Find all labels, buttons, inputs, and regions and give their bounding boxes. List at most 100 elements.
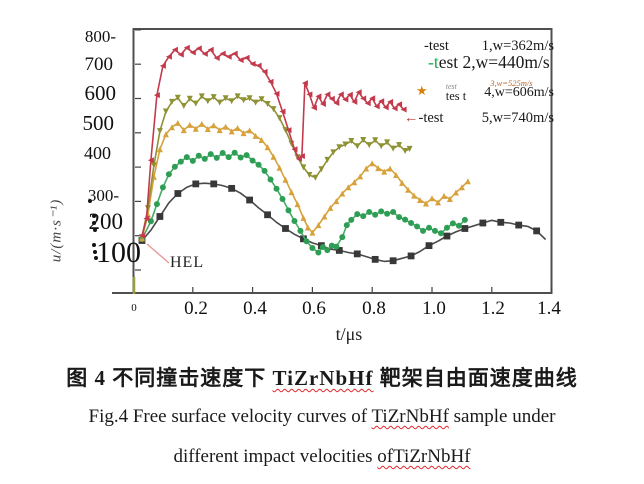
marker-test-5 [285,127,292,134]
caption-en2-keyword: ofTiZrNbHf [377,446,471,467]
marker-test-5 [243,54,250,61]
marker-test-4 [240,97,247,104]
marker-test-3 [387,165,394,172]
marker-test-3 [300,214,307,221]
marker-test-1 [300,235,307,243]
marker-test-4 [312,174,319,181]
marker-test-5 [396,101,403,108]
marker-test-5 [337,91,344,98]
marker-test-2 [207,151,214,158]
marker-test-3 [309,229,316,236]
marker-test-4 [402,148,409,154]
marker-test-2 [449,220,456,227]
marker-test-2 [354,211,361,218]
x-tick-label-0.4: 0.4 [243,298,267,319]
marker-test-4 [390,145,397,152]
marker-test-4 [330,149,337,156]
legend-test-4-label-ghost: test [445,82,457,91]
marker-test-3 [204,126,211,132]
marker-test-5 [183,44,190,51]
x-tick-label-1.4: 1.4 [537,298,561,319]
marker-test-3 [198,120,205,127]
marker-test-2 [372,211,379,218]
marker-test-3 [458,184,465,191]
legend-test-5-label-text: -test [418,110,444,126]
marker-test-2 [153,201,160,208]
marker-test-5 [279,108,286,115]
marker-test-4 [186,95,193,102]
marker-test-1 [282,225,289,232]
marker-test-5 [319,101,326,107]
marker-test-3 [411,192,418,199]
marker-test-3 [162,131,169,138]
marker-test-2 [267,176,274,183]
marker-test-2 [414,223,421,230]
caption-en1-keyword: TiZrNbHf [371,406,449,427]
marker-test-5 [378,98,385,105]
marker-test-3 [156,146,163,153]
y-tick-label-400: 400 [84,143,111,163]
marker-test-4 [270,106,277,113]
legend-test-1-label: -test [424,38,449,54]
marker-test-2 [231,149,238,156]
marker-test-2 [291,217,298,224]
marker-test-1 [497,218,505,226]
marker-test-2 [315,249,322,256]
marker-test-5 [351,98,358,105]
marker-test-3 [288,189,295,196]
marker-test-2 [378,208,385,215]
marker-test-2 [255,161,262,168]
marker-test-2 [309,245,316,252]
marker-test-2 [343,222,350,229]
marker-test-1 [210,180,218,188]
marker-test-4 [210,94,217,101]
caption-chinese: 图 4 不同撞击速度下 TiZrNbHf 靶架自由面速度曲线 [0,362,644,392]
legend-test-4-label-main: tes t [445,88,467,103]
marker-test-2 [333,243,340,250]
legend-test-5-label: ←-test [404,110,443,127]
marker-test-3 [246,127,253,134]
x-axis-title: t/μs [335,324,363,344]
marker-test-2 [285,207,292,214]
marker-test-2 [279,195,286,202]
marker-test-4 [264,101,271,107]
marker-test-2 [273,185,280,192]
marker-test-2 [189,157,196,164]
marker-test-1 [228,184,236,192]
legend-test-4-label: test tes t [445,82,467,103]
marker-test-5 [195,45,202,52]
marker-test-2 [348,216,355,223]
marker-test-4 [306,172,313,178]
marker-test-3 [333,198,340,205]
marker-test-5 [373,103,380,110]
marker-test-5 [306,91,313,98]
marker-test-4 [234,93,241,100]
marker-test-5 [139,232,145,239]
marker-test-3 [294,201,301,208]
marker-test-1 [515,221,523,229]
marker-test-4 [156,128,163,135]
marker-test-2 [237,154,244,161]
marker-test-3 [327,204,334,211]
marker-test-5 [237,57,244,64]
marker-test-5 [364,100,371,107]
marker-test-1 [443,232,451,240]
caption-en2-pre: different impact velocities [173,446,378,467]
y-tick-label-600: 600 [84,81,117,105]
marker-test-5 [147,157,154,164]
marker-test-3 [315,222,322,229]
x-tick-label-1.2: 1.2 [481,298,505,319]
marker-test-2 [183,154,190,161]
marker-test-1 [389,257,397,265]
legend-test-5-value: 5,w=740m/s [481,110,554,126]
marker-test-5 [360,95,367,102]
marker-test-5 [342,96,349,103]
marker-test-4 [216,99,223,106]
marker-test-2 [360,213,367,220]
marker-test-3 [345,184,352,191]
marker-test-5 [291,146,298,153]
marker-test-3 [234,125,241,131]
marker-test-4 [342,141,349,148]
marker-test-5 [369,95,376,102]
marker-test-2 [455,222,462,229]
